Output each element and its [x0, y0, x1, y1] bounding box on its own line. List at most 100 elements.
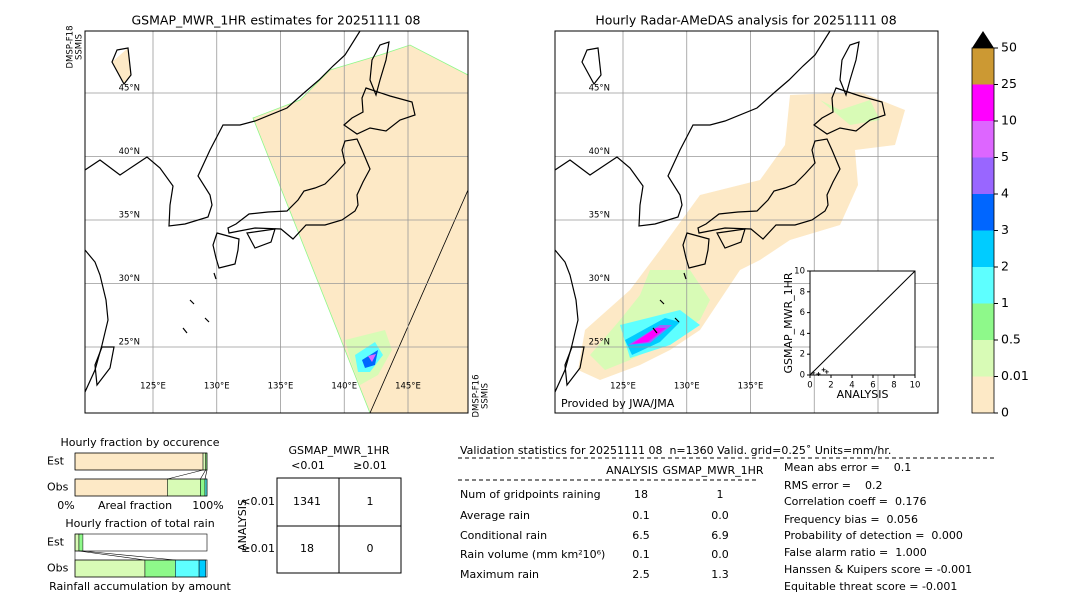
- right-map-frame: [554, 30, 939, 414]
- lon-label: 140°E: [331, 382, 357, 392]
- lat-label: 40°N: [589, 147, 610, 157]
- cell: 6.5: [632, 529, 650, 542]
- colorbar-label: 4: [1001, 186, 1009, 201]
- colorbar-cell: [972, 157, 994, 194]
- colorbar-label: 0.01: [1001, 368, 1029, 383]
- row-label: Maximum rain: [460, 568, 539, 581]
- rain-footer: Rainfall accumulation by amount: [49, 580, 231, 593]
- x-tick-label: 2: [828, 381, 833, 391]
- axis-label: Areal fraction: [98, 499, 172, 512]
- bar-frame: [74, 533, 208, 552]
- lon-label: 125°E: [610, 382, 636, 392]
- colorbar-label: 3: [1001, 222, 1009, 237]
- y-label: GSMAP_MWR_1HR: [782, 272, 795, 373]
- val-col: GSMAP_MWR_1HR: [662, 464, 763, 477]
- colorbar-cell: [972, 230, 994, 267]
- val-col: ANALYSIS: [606, 464, 658, 477]
- score: Frequency bias = 0.056: [784, 513, 918, 526]
- bar-frame: [74, 478, 208, 497]
- lat-label: 40°N: [119, 147, 140, 157]
- row-label: Est: [47, 455, 65, 468]
- segment: [198, 559, 206, 578]
- credit: Provided by JWA/JMA: [561, 397, 675, 410]
- right-title: Hourly Radar-AMeDAS analysis for 2025111…: [595, 13, 896, 28]
- cont-cell: 18: [300, 542, 314, 555]
- cell: 0.1: [632, 548, 650, 561]
- cont-row-title: ANALYSIS: [236, 499, 249, 551]
- colorbar-label: 1: [1001, 295, 1009, 310]
- lat-label: 45°N: [589, 84, 610, 94]
- row-label: Conditional rain: [460, 529, 547, 542]
- row-label: Num of gridpoints raining: [460, 488, 601, 501]
- cont-col: ≥0.01: [353, 459, 387, 472]
- score: Equitable threat score = -0.001: [784, 580, 957, 593]
- lat-label: 35°N: [589, 211, 610, 221]
- y-tick-label: 2: [800, 350, 805, 360]
- left-map-frame: [84, 30, 469, 414]
- sat-label: SSMIS: [75, 34, 85, 60]
- score: Probability of detection = 0.000: [784, 529, 963, 542]
- cont-col: <0.01: [291, 459, 325, 472]
- bar-frame: [74, 559, 208, 578]
- connector: [82, 550, 176, 561]
- colorbar-label: 2: [1001, 259, 1009, 274]
- segment: [167, 478, 201, 497]
- x-tick-label: 6: [870, 381, 875, 391]
- connector: [78, 550, 146, 561]
- cont-cell: 0: [367, 542, 374, 555]
- cell: 0.0: [711, 548, 729, 561]
- axis-label: 100%: [192, 499, 223, 512]
- colorbar-cell: [972, 194, 994, 231]
- left-title: GSMAP_MWR_1HR estimates for 20251111 08: [132, 13, 421, 28]
- score: False alarm ratio = 1.000: [784, 546, 927, 559]
- segment: [202, 452, 206, 471]
- segment: [74, 478, 168, 497]
- score: Mean abs error = 0.1: [784, 461, 911, 474]
- row-label: Rain volume (mm km²10⁶): [460, 548, 605, 561]
- segment: [200, 478, 206, 497]
- y-tick-label: 6: [800, 308, 805, 318]
- y-tick-label: 8: [800, 287, 805, 297]
- colorbar-label: 10: [1001, 113, 1017, 128]
- cont-cell: 1: [367, 495, 374, 508]
- colorbar-cell: [972, 84, 994, 121]
- cell: 0.0: [711, 509, 729, 522]
- row-label: Est: [47, 536, 65, 549]
- lon-label: 130°E: [674, 382, 700, 392]
- score: RMS error = 0.2: [784, 479, 882, 492]
- cell: 18: [634, 488, 648, 501]
- y-tick-label: 10: [794, 267, 805, 277]
- score: Hanssen & Kuipers score = -0.001: [784, 563, 972, 576]
- cont-row: <0.01: [241, 495, 275, 508]
- segment: [175, 559, 200, 578]
- point: [811, 370, 816, 375]
- lon-label: 135°E: [738, 382, 764, 392]
- left-map: [85, 31, 468, 413]
- colorbar-label: 0: [1001, 405, 1009, 420]
- connector: [204, 469, 208, 480]
- colorbar-label: 50: [1001, 40, 1017, 55]
- colorbar-cell: [972, 376, 994, 413]
- occ-title: Hourly fraction by occurence: [61, 436, 220, 449]
- x-label: ANALYSIS: [837, 388, 889, 401]
- bar-frame: [74, 452, 208, 471]
- cell: 1.3: [711, 568, 729, 581]
- segment: [74, 533, 80, 552]
- colorbar-cell: [972, 121, 994, 158]
- sat-label: DMSP-F18: [66, 26, 76, 69]
- colorbar-label: 0.5: [1001, 332, 1021, 347]
- x-tick-label: 8: [891, 381, 896, 391]
- point: [824, 369, 829, 374]
- cell: 6.9: [711, 529, 729, 542]
- colorbar-label: 25: [1001, 76, 1017, 91]
- colorbar-cell: [972, 267, 994, 304]
- x-tick-label: 10: [910, 381, 921, 391]
- rain-title: Hourly fraction of total rain: [65, 517, 214, 530]
- colorbar-cell: [972, 340, 994, 377]
- colorbar-extend: [972, 31, 994, 48]
- lat-label: 25°N: [589, 338, 610, 348]
- segment: [144, 559, 176, 578]
- cell: 0.1: [632, 509, 650, 522]
- colorbar-cell: [972, 48, 994, 85]
